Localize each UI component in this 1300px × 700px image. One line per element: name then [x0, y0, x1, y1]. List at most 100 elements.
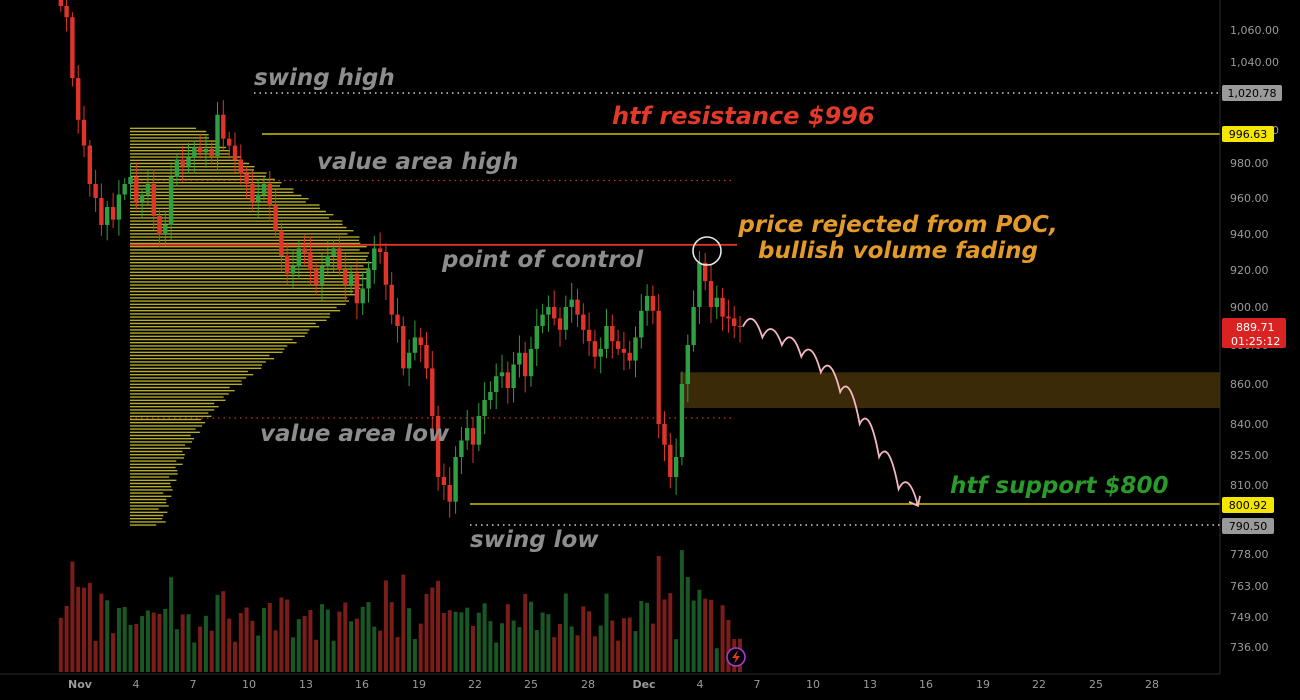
candle-body: [302, 248, 307, 252]
candle-body: [285, 255, 290, 274]
candle-body: [319, 266, 325, 285]
candle-body: [145, 184, 151, 195]
candle-body: [621, 348, 627, 353]
volume-bar: [703, 598, 708, 672]
volume-bar: [610, 620, 615, 672]
poc-note-line1: price rejected from POC,: [737, 212, 1057, 238]
candle-body: [215, 114, 220, 156]
volume-bar: [291, 637, 295, 672]
svg-text:996.63: 996.63: [1229, 128, 1268, 141]
volume-bar: [389, 602, 394, 672]
htf-support-price-tag: 800.92: [1222, 497, 1274, 513]
volume-bar: [674, 639, 679, 672]
volume-bar: [639, 601, 644, 672]
candle-body: [105, 207, 110, 225]
candlesticks[interactable]: [58, 0, 743, 518]
volume-bar: [575, 635, 580, 672]
volume-bar: [447, 610, 452, 672]
projection-path: [742, 317, 921, 508]
volume-bar: [163, 609, 168, 672]
x-tick-label: 7: [754, 678, 761, 691]
x-axis-ticks: Nov 4 7 10 13 16 19 22 25 28 Dec 4 7 10 13 16 19 22 25 28: [68, 678, 1159, 691]
x-tick-label: 7: [190, 678, 197, 691]
candle-body: [267, 184, 272, 206]
volume-bar: [407, 608, 412, 672]
volume-bar: [134, 623, 139, 672]
volume-bar: [169, 577, 174, 672]
candle-body: [528, 348, 534, 377]
candle-body: [517, 352, 522, 365]
x-tick-label: 16: [919, 678, 933, 691]
candle-body: [581, 314, 586, 330]
candle-body: [76, 78, 81, 120]
volume-bar: [302, 616, 307, 672]
volume-bar: [337, 611, 342, 672]
volume-bar: [471, 626, 475, 672]
htf-resistance-price-tag: 996.63: [1222, 126, 1274, 142]
volume-bar: [697, 589, 702, 672]
candle-body: [685, 345, 690, 384]
volume-bar: [285, 599, 290, 672]
volume-bar: [621, 618, 626, 672]
value-area-low-label: value area low: [260, 421, 450, 447]
candle-body: [157, 216, 162, 234]
candle-body: [406, 352, 412, 369]
candle-body: [331, 248, 336, 256]
volume-bar: [116, 608, 121, 672]
x-tick-label: 25: [1089, 678, 1103, 691]
candle-body: [430, 368, 435, 416]
x-axis-panel[interactable]: [0, 674, 1300, 700]
candle-body: [238, 159, 243, 174]
candle-body: [314, 270, 319, 285]
volume-bar: [331, 640, 336, 672]
volume-bar: [720, 605, 725, 672]
candle-body: [441, 477, 447, 485]
volume-bar: [558, 624, 562, 672]
svg-text:800.92: 800.92: [1229, 499, 1268, 512]
candle-body: [499, 372, 505, 377]
volume-bar: [424, 593, 429, 672]
candle-body: [424, 345, 429, 369]
projection-arrowhead: [908, 495, 921, 508]
volume-bar: [540, 612, 545, 672]
y-tick-label: 840.00: [1230, 418, 1269, 431]
y-tick-label: 860.00: [1230, 378, 1269, 391]
volume-bar: [534, 630, 539, 672]
candle-body: [615, 341, 621, 349]
volume-bar: [656, 555, 661, 672]
y-tick-label: 736.00: [1230, 641, 1269, 654]
candle-body: [470, 428, 476, 445]
lightning-icon[interactable]: [726, 647, 746, 667]
y-tick-label: 960.00: [1230, 192, 1269, 205]
volume-bar: [668, 593, 673, 672]
volume-bar: [691, 600, 696, 672]
candle-body: [586, 329, 592, 342]
candle-body: [453, 457, 458, 502]
volume-bar: [488, 621, 493, 672]
volume-bar: [180, 614, 185, 672]
volume-bar: [64, 605, 69, 672]
volume-bar: [111, 633, 116, 672]
volume-bar: [372, 626, 377, 672]
candle-body: [279, 230, 284, 256]
x-tick-label: 13: [299, 678, 313, 691]
volume-bar: [349, 621, 354, 672]
volume-bar: [250, 620, 255, 672]
candle-body: [93, 184, 98, 198]
y-tick-label: 749.00: [1230, 611, 1269, 624]
volume-bar: [616, 640, 621, 672]
volume-bar: [401, 574, 406, 672]
volume-bar: [186, 614, 191, 672]
candle-body: [197, 147, 203, 153]
volume-bar: [238, 613, 243, 672]
candle-body: [494, 376, 499, 392]
volume-bar: [227, 618, 232, 672]
y-tick-label: 810.00: [1230, 479, 1269, 492]
volume-bar: [174, 629, 179, 672]
volume-bar: [308, 609, 313, 672]
y-tick-label: 980.00: [1230, 157, 1269, 170]
volume-bar: [726, 619, 731, 672]
volume-bar: [325, 609, 330, 672]
x-tick-label: 28: [581, 678, 595, 691]
